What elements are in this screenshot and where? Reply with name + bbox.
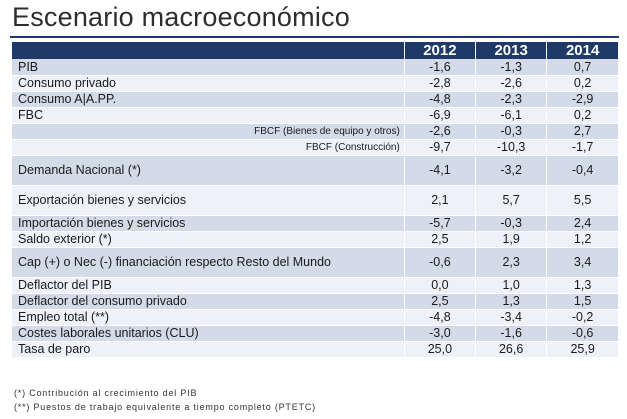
value-cell-2013: -3,2 [475, 155, 547, 186]
value-cell-2012: 0,0 [403, 277, 476, 294]
table-row: Exportación bienes y servicios 2,1 5,7 5,5 [12, 185, 618, 216]
table-row: FBCF (Bienes de equipo y otros) -2,6 -0,3 2… [12, 123, 618, 140]
row-label: FBCF (Bienes de equipo y otros) [12, 123, 405, 140]
value-cell-2012: -0,6 [403, 247, 476, 278]
row-label: FBC [12, 107, 405, 124]
value-cell-2012: 2,1 [403, 185, 476, 216]
value-cell-2012: -5,7 [403, 215, 476, 232]
value-cell-2012: -2,8 [403, 75, 476, 92]
value-cell-2012: 25,0 [403, 341, 476, 358]
table-row: Deflactor del PIB 0,0 1,0 1,3 [12, 277, 618, 294]
value-cell-2013: -1,6 [475, 325, 547, 342]
value-cell-2012: -6,9 [403, 107, 476, 124]
value-cell-2014: -0,2 [546, 309, 618, 326]
table-row: Empleo total (**) -4,8 -3,4 -0,2 [12, 309, 618, 326]
row-label: Costes laborales unitarios (CLU) [12, 325, 405, 342]
value-cell-2012: -4,1 [403, 155, 476, 186]
table-row: FBCF (Construcción) -9,7 -10,3 -1,7 [12, 139, 618, 156]
value-cell-2012: 2,5 [403, 231, 476, 248]
value-cell-2014: 1,3 [546, 277, 618, 294]
value-cell-2013: 1,9 [475, 231, 547, 248]
table-row: Deflactor del consumo privado 2,5 1,3 1,5 [12, 293, 618, 310]
table-row: FBC -6,9 -6,1 0,2 [12, 107, 618, 124]
value-cell-2014: 0,7 [546, 59, 618, 76]
table-row: Importación bienes y servicios -5,7 -0,3 2,… [12, 215, 618, 232]
value-cell-2013: -3,4 [475, 309, 547, 326]
row-label: Tasa de paro [12, 341, 405, 358]
footnotes: (*) Contribución al crecimiento del PIB … [14, 386, 316, 414]
column-header-2013: 2013 [475, 42, 547, 59]
row-label: Empleo total (**) [12, 309, 405, 326]
value-cell-2014: 2,4 [546, 215, 618, 232]
table-row: Demanda Nacional (*) -4,1 -3,2 -0,4 [12, 155, 618, 186]
footnote-contribution: (*) Contribución al crecimiento del PIB [14, 388, 198, 398]
value-cell-2013: 5,7 [475, 185, 547, 216]
header-blank-cell [12, 42, 405, 59]
column-header-2014: 2014 [546, 42, 618, 59]
value-cell-2013: -0,3 [475, 123, 547, 140]
value-cell-2014: 0,2 [546, 75, 618, 92]
value-cell-2014: 1,5 [546, 293, 618, 310]
table-row: Cap (+) o Nec (-) financiación respecto … [12, 247, 618, 278]
row-label: Consumo privado [12, 75, 405, 92]
value-cell-2012: -4,8 [403, 91, 476, 108]
footnote-ptetc: (**) Puestos de trabajo equivalente a ti… [14, 402, 316, 412]
page-title: Escenario macroeconómico [12, 2, 350, 32]
value-cell-2014: -0,6 [546, 325, 618, 342]
value-cell-2014: 25,9 [546, 341, 618, 358]
value-cell-2012: 2,5 [403, 293, 476, 310]
value-cell-2014: -2,9 [546, 91, 618, 108]
row-label: Cap (+) o Nec (-) financiación respecto … [12, 247, 405, 278]
table-header-row: 2012 2013 2014 [12, 42, 618, 59]
value-cell-2013: -0,3 [475, 215, 547, 232]
table-row: Consumo privado -2,8 -2,6 0,2 [12, 75, 618, 92]
value-cell-2012: -3,0 [403, 325, 476, 342]
title-divider [10, 36, 619, 38]
value-cell-2013: 1,0 [475, 277, 547, 294]
value-cell-2013: -6,1 [475, 107, 547, 124]
value-cell-2013: -2,6 [475, 75, 547, 92]
row-label: Exportación bienes y servicios [12, 185, 405, 216]
value-cell-2014: 2,7 [546, 123, 618, 140]
value-cell-2012: -9,7 [403, 139, 476, 156]
value-cell-2013: -10,3 [475, 139, 547, 156]
value-cell-2013: 1,3 [475, 293, 547, 310]
table-row: PIB -1,6 -1,3 0,7 [12, 59, 618, 76]
table-row: Consumo A|A.PP. -4,8 -2,3 -2,9 [12, 91, 618, 108]
macro-scenario-table: 2012 2013 2014 PIB -1,6 -1,3 0,7 Consumo pri… [12, 42, 618, 358]
row-label: Consumo A|A.PP. [12, 91, 405, 108]
table-row: Costes laborales unitarios (CLU) -3,0 -1,6… [12, 325, 618, 342]
value-cell-2012: -4,8 [403, 309, 476, 326]
value-cell-2012: -1,6 [403, 59, 476, 76]
row-label: Importación bienes y servicios [12, 215, 405, 232]
value-cell-2013: 26,6 [475, 341, 547, 358]
row-label: FBCF (Construcción) [12, 139, 405, 156]
value-cell-2014: 1,2 [546, 231, 618, 248]
row-label: Demanda Nacional (*) [12, 155, 405, 186]
table-row: Tasa de paro 25,0 26,6 25,9 [12, 341, 618, 358]
value-cell-2013: -1,3 [475, 59, 547, 76]
value-cell-2013: 2,3 [475, 247, 547, 278]
value-cell-2014: 0,2 [546, 107, 618, 124]
value-cell-2014: -0,4 [546, 155, 618, 186]
value-cell-2013: -2,3 [475, 91, 547, 108]
table-row: Saldo exterior (*) 2,5 1,9 1,2 [12, 231, 618, 248]
value-cell-2012: -2,6 [403, 123, 476, 140]
value-cell-2014: -1,7 [546, 139, 618, 156]
row-label: Deflactor del consumo privado [12, 293, 405, 310]
row-label: Deflactor del PIB [12, 277, 405, 294]
row-label: PIB [12, 59, 405, 76]
row-label: Saldo exterior (*) [12, 231, 405, 248]
table-body: PIB -1,6 -1,3 0,7 Consumo privado -2,8 -2,6 0,2… [12, 59, 618, 358]
value-cell-2014: 5,5 [546, 185, 618, 216]
value-cell-2014: 3,4 [546, 247, 618, 278]
column-header-2012: 2012 [403, 42, 476, 59]
